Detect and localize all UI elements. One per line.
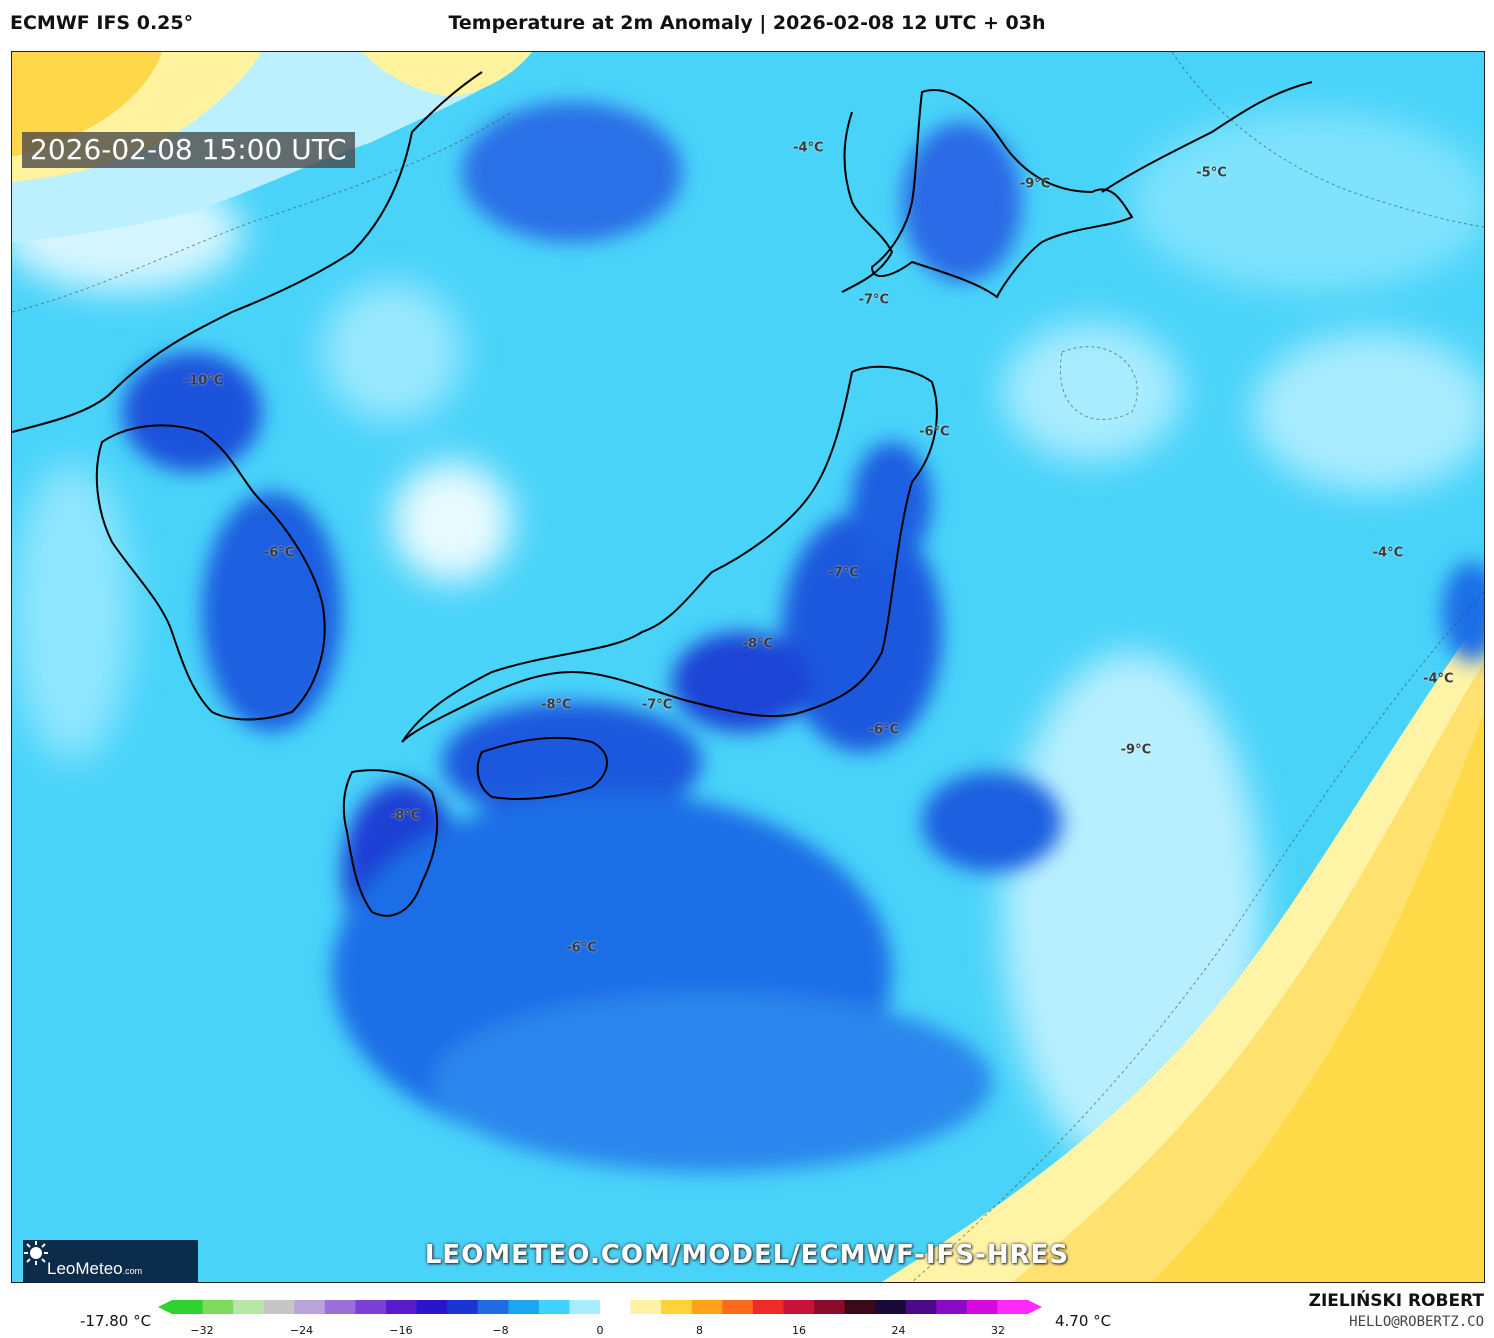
legend-swatch — [569, 1300, 601, 1314]
legend-swatch — [966, 1300, 998, 1314]
legend-swatch — [172, 1300, 204, 1314]
legend-tick-label: 32 — [991, 1324, 1005, 1337]
legend-tick-label: 24 — [891, 1324, 906, 1337]
source-url[interactable]: LEOMETEO.COM/MODEL/ECMWF-IFS-HRES — [424, 1240, 1070, 1270]
temperature-label: -10°C — [183, 373, 224, 389]
legend-min-label: -17.80 °C — [80, 1312, 152, 1330]
leometeo-logo[interactable]: LeoMeteo.com — [23, 1240, 198, 1282]
temperature-label: -9°C — [1019, 176, 1051, 192]
legend-swatch — [936, 1300, 968, 1314]
legend-swatch — [508, 1300, 540, 1314]
legend-swatch — [386, 1300, 418, 1314]
legend-swatch — [233, 1300, 265, 1314]
sun-icon — [24, 1241, 48, 1265]
legend-swatch — [324, 1300, 356, 1314]
legend-swatch — [416, 1300, 448, 1314]
chart-title: Temperature at 2m Anomaly | 2026-02-08 1… — [448, 12, 1046, 34]
temperature-label: -9°C — [1120, 742, 1152, 758]
legend-swatch — [661, 1300, 693, 1314]
legend-swatch — [600, 1300, 632, 1314]
legend-swatch — [905, 1300, 937, 1314]
temperature-label: -4°C — [1423, 671, 1454, 687]
legend-swatch — [814, 1300, 846, 1314]
temperature-label: -8°C — [389, 808, 421, 824]
legend-swatch — [447, 1300, 479, 1314]
temperature-label: -4°C — [1372, 545, 1404, 561]
legend-tick-label: −16 — [389, 1324, 413, 1337]
legend-ticks: −32 −24 −16 −8 0 8 16 24 32 — [0, 1324, 1494, 1338]
legend-swatch — [538, 1300, 570, 1314]
legend-tick-label: 0 — [596, 1324, 604, 1337]
legend-tick-label: 8 — [696, 1324, 703, 1337]
temperature-label: -5°C — [1196, 165, 1227, 181]
legend-right-arrow — [1028, 1300, 1042, 1314]
legend-tick-label: −24 — [289, 1324, 314, 1337]
legend-tick-label: 16 — [792, 1324, 806, 1337]
legend-tick-label: −32 — [190, 1324, 214, 1337]
legend-swatch — [997, 1300, 1029, 1314]
legend-swatch — [752, 1300, 784, 1314]
color-legend-bar — [158, 1300, 1042, 1314]
map-area: 2026-02-08 15:00 UTC -4°C-9°C-5°C-2°C-7°… — [11, 51, 1485, 1283]
temperature-label: -8°C — [541, 697, 572, 713]
legend-swatch — [294, 1300, 326, 1314]
temperature-label: -6°C — [566, 940, 597, 956]
temperature-label: -4°C — [793, 140, 824, 156]
valid-time-stamp: 2026-02-08 15:00 UTC — [22, 132, 355, 168]
legend-swatch — [630, 1300, 662, 1314]
legend-swatch — [783, 1300, 815, 1314]
legend-left-arrow — [158, 1300, 172, 1314]
legend-swatch — [355, 1300, 387, 1314]
author-name: ZIELIŃSKI ROBERT — [1308, 1291, 1484, 1311]
temperature-label: -6°C — [868, 722, 900, 738]
legend-swatch — [263, 1300, 295, 1314]
legend-swatch — [844, 1300, 876, 1314]
logo-text: LeoMeteo.com — [47, 1259, 143, 1278]
temperature-label: -6°C — [919, 424, 950, 439]
author-email[interactable]: HELLO@ROBERTZ.CO — [1349, 1314, 1484, 1330]
temperature-label: -7°C — [828, 565, 859, 581]
temperature-label: -7°C — [858, 292, 890, 308]
anomaly-field — [12, 52, 1484, 1282]
legend-max-label: 4.70 °C — [1055, 1312, 1112, 1330]
model-name: ECMWF IFS 0.25° — [10, 12, 194, 34]
temperature-label: -6°C — [263, 545, 295, 561]
temperature-label: -8°C — [742, 636, 774, 652]
legend-swatch — [875, 1300, 907, 1314]
legend-swatch — [691, 1300, 723, 1314]
legend-tick-label: −8 — [492, 1324, 509, 1337]
legend-swatch — [477, 1300, 509, 1314]
legend-swatch — [722, 1300, 754, 1314]
temperature-label: -7°C — [641, 697, 673, 713]
legend-swatch — [202, 1300, 234, 1314]
